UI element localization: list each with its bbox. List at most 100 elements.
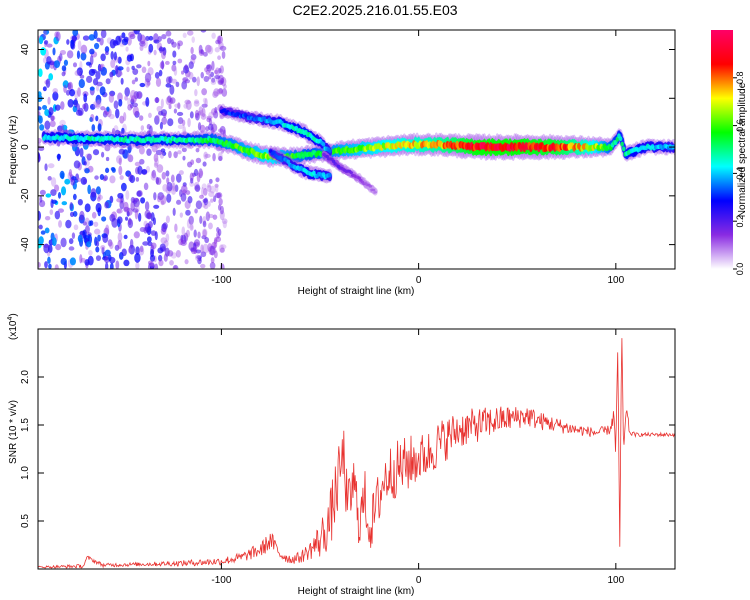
spectrogram-cell bbox=[209, 185, 216, 194]
spectrogram-cell bbox=[61, 65, 67, 72]
spectrogram-cell bbox=[160, 98, 164, 109]
spectrogram-cell bbox=[199, 215, 203, 224]
spectrogram-cell bbox=[194, 184, 201, 192]
spectrogram-cell bbox=[109, 262, 114, 269]
spectrogram-cell bbox=[156, 105, 163, 112]
spectrogram-cell bbox=[108, 93, 115, 103]
spectrogram-ridge-cell bbox=[272, 150, 276, 155]
spectrogram-cell bbox=[139, 158, 145, 165]
spectrogram-cell bbox=[50, 115, 56, 121]
spectrogram-cell bbox=[185, 100, 192, 111]
spectrogram-cell bbox=[198, 49, 205, 56]
spectrogram-ridge-cell bbox=[368, 184, 373, 188]
spectrogram-cell bbox=[165, 215, 170, 224]
spectrogram-cell bbox=[158, 69, 163, 77]
spectrogram-cell bbox=[59, 119, 66, 127]
spectrogram-cell bbox=[82, 35, 90, 41]
spectrogram-cell bbox=[40, 47, 47, 56]
spectrogram-x-axis-label: Height of straight line (km) bbox=[298, 286, 415, 297]
spectrogram-cell bbox=[127, 97, 131, 106]
spectrogram-cell bbox=[72, 211, 78, 217]
spectrogram-cell bbox=[198, 106, 203, 115]
spectrogram-cell bbox=[181, 147, 187, 153]
spectrogram-cell bbox=[49, 120, 56, 128]
spectrogram-cell bbox=[38, 236, 44, 245]
spectrogram-cell bbox=[186, 30, 194, 36]
snr-y-tick-label: 1.0 bbox=[20, 466, 31, 480]
spectrogram-cell bbox=[198, 256, 202, 262]
spectrogram-cell bbox=[200, 113, 207, 120]
spectrogram-cell bbox=[169, 84, 175, 95]
spectrogram-cell bbox=[108, 256, 116, 264]
spectrogram-cell bbox=[74, 70, 82, 77]
spectrogram-cell bbox=[115, 64, 119, 75]
spectrogram-cell bbox=[98, 64, 104, 71]
spectrogram-cell bbox=[203, 75, 210, 82]
spectrogram-cell bbox=[216, 88, 224, 95]
spectrogram-cell bbox=[40, 230, 46, 235]
spectrogram-cell bbox=[165, 60, 170, 65]
spectrogram-cell bbox=[89, 48, 95, 55]
spectrogram-cell bbox=[67, 171, 73, 181]
spectrogram-cell bbox=[175, 249, 181, 258]
spectrogram-cell bbox=[57, 125, 63, 132]
spectrogram-cell bbox=[125, 216, 129, 221]
spectrogram-cell bbox=[166, 193, 172, 203]
spectrogram-cell bbox=[109, 213, 116, 222]
spectrogram-cell bbox=[91, 124, 96, 132]
spectrogram-cell bbox=[173, 108, 178, 114]
spectrogram-cell bbox=[160, 237, 168, 244]
spectrogram-cell bbox=[205, 69, 211, 75]
spectrogram-cell bbox=[153, 153, 159, 163]
spectrogram-cell bbox=[205, 44, 212, 53]
spectrogram-cell bbox=[188, 215, 194, 225]
spectrogram-cell bbox=[105, 78, 111, 85]
spectrogram-cell bbox=[163, 253, 168, 262]
spectrogram-cell bbox=[202, 243, 209, 254]
spectrogram-cell bbox=[38, 262, 41, 268]
colorbar-tick-label: 0.2 bbox=[735, 215, 745, 228]
snr-series-line bbox=[38, 338, 675, 569]
spectrogram-cell bbox=[121, 127, 125, 135]
spectrogram-cell bbox=[101, 247, 105, 255]
spectrogram-cell bbox=[80, 44, 88, 54]
spectrogram-cell bbox=[139, 227, 146, 233]
spectrogram-cell bbox=[134, 161, 141, 167]
spectrogram-cell bbox=[65, 89, 71, 96]
spectrogram-cell bbox=[190, 46, 194, 55]
spectrogram-ridge-cell bbox=[222, 108, 227, 112]
spectrogram-cell bbox=[42, 105, 48, 110]
colorbar-bar bbox=[711, 30, 733, 269]
spectrogram-cell bbox=[95, 71, 101, 80]
spectrogram-cell bbox=[194, 99, 200, 104]
spectrogram-cell bbox=[213, 250, 218, 259]
spectrogram-cell bbox=[181, 70, 185, 75]
spectrogram-cell bbox=[60, 237, 67, 248]
spectrogram-cell bbox=[80, 176, 87, 185]
spectrogram-cell bbox=[90, 113, 95, 122]
spectrogram-ridge-cell bbox=[349, 171, 353, 175]
spectrogram-y-axis-label: Frequency (Hz) bbox=[8, 116, 19, 185]
spectrogram-cell bbox=[204, 98, 208, 108]
spectrogram-cell bbox=[183, 103, 189, 109]
spectrogram-cell bbox=[129, 238, 134, 249]
spectrogram-cell bbox=[214, 183, 219, 188]
spectrogram-cell bbox=[166, 181, 173, 192]
colorbar-tick-label: 0.4 bbox=[735, 167, 745, 180]
spectrogram-cell bbox=[127, 247, 132, 254]
figure-title: C2E2.2025.216.01.55.E03 bbox=[292, 2, 457, 18]
spectrogram-cell bbox=[119, 115, 125, 124]
spectrogram-cell bbox=[187, 196, 193, 204]
spectrogram-cell bbox=[116, 197, 123, 203]
spectrogram-cell bbox=[89, 220, 94, 226]
spectrogram-cell bbox=[61, 201, 68, 206]
spectrogram-cell bbox=[207, 201, 211, 207]
spectrogram-cell bbox=[129, 94, 134, 102]
spectrogram-cell bbox=[104, 46, 110, 53]
spectrogram-cell bbox=[88, 34, 95, 41]
spectrogram-cell bbox=[106, 106, 110, 112]
spectrogram-cell bbox=[216, 192, 223, 199]
spectrogram-cell bbox=[195, 147, 200, 153]
spectrogram-cell bbox=[203, 188, 208, 196]
spectrogram-cell bbox=[209, 245, 216, 256]
